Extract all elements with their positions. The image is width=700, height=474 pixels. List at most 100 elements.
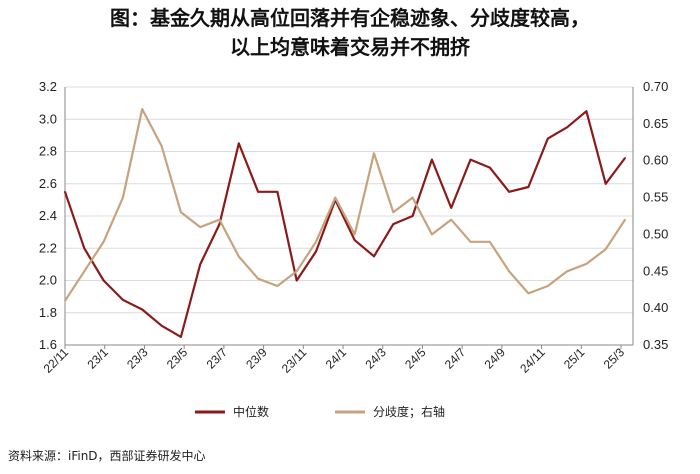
data-point	[469, 158, 472, 161]
legend-label: 中位数	[233, 404, 269, 419]
x-tick-label: 24/3	[362, 345, 389, 372]
x-tick-label: 24/11	[517, 345, 548, 376]
data-point	[180, 211, 182, 214]
series-lines	[63, 107, 626, 338]
left-y-tick-label: 2.8	[39, 144, 57, 159]
data-point	[237, 142, 240, 145]
right-y-tick-label: 0.35	[643, 337, 668, 352]
data-point	[450, 207, 453, 209]
data-point	[180, 336, 182, 338]
data-point	[527, 292, 530, 295]
data-point	[431, 233, 433, 236]
x-tick-label: 23/9	[243, 345, 270, 372]
data-point	[122, 196, 124, 199]
data-point	[199, 226, 202, 229]
data-point	[276, 285, 279, 287]
data-point	[488, 166, 491, 169]
right-y-axis-ticks: 0.35 0.40 0.45 0.50 0.55 0.60 0.65 0.70	[643, 79, 668, 352]
data-point	[624, 218, 626, 221]
data-point	[122, 299, 124, 301]
data-point	[160, 324, 163, 327]
left-y-tick-label: 3.2	[39, 79, 57, 94]
data-point	[488, 240, 491, 243]
right-y-tick-label: 0.40	[643, 300, 668, 315]
data-point	[64, 299, 66, 302]
x-axis-ticks: 22/11 23/1 23/3 23/5 23/7 23/9 23/11 24/1 24/3 24…	[41, 345, 628, 376]
data-point	[199, 263, 202, 266]
data-point	[295, 279, 298, 282]
series-line-1	[63, 110, 626, 338]
data-point	[218, 223, 221, 226]
right-y-tick-label: 0.45	[643, 263, 668, 278]
right-y-tick-label: 0.50	[643, 226, 668, 241]
x-tick-label: 23/1	[84, 345, 111, 372]
x-tick-label: 24/1	[323, 345, 350, 372]
x-tick-label: 24/9	[482, 345, 509, 372]
x-tick-label: 23/3	[124, 345, 151, 372]
left-y-axis-ticks: 1.6 1.8 2.0 2.2 2.4 2.6 2.8 3.0 3.2	[39, 79, 57, 352]
data-point	[566, 270, 568, 273]
data-point	[411, 215, 414, 217]
source-note: 资料来源：iFinD，西部证券研发中心	[8, 449, 206, 463]
left-y-tick-label: 2.2	[39, 240, 57, 255]
data-point	[353, 233, 356, 236]
data-point	[160, 145, 163, 147]
legend: 中位数 分歧度；右轴	[195, 404, 445, 419]
data-point	[450, 218, 453, 221]
data-point	[373, 152, 375, 155]
data-point	[102, 240, 105, 243]
data-point	[392, 223, 395, 226]
right-y-tick-label: 0.60	[643, 153, 668, 168]
left-y-tick-label: 1.6	[39, 337, 57, 352]
data-point	[315, 250, 317, 253]
right-y-tick-label: 0.55	[643, 190, 668, 205]
x-tick-label: 23/5	[164, 345, 191, 372]
data-point	[604, 248, 607, 251]
legend-label: 分歧度；右轴	[373, 404, 445, 419]
left-y-tick-label: 2.0	[39, 273, 57, 288]
data-point	[141, 308, 144, 311]
chart-title-line-2: 以上均意味着交易并不拥挤	[230, 35, 470, 59]
x-tick-label: 25/1	[561, 345, 588, 372]
data-point	[257, 277, 259, 280]
data-point	[141, 108, 144, 110]
data-point	[276, 190, 279, 193]
right-y-tick-label: 0.65	[643, 116, 668, 131]
data-point	[83, 247, 86, 250]
data-point	[334, 196, 337, 199]
data-point	[83, 270, 86, 273]
x-tick-label: 23/11	[279, 345, 310, 376]
data-point	[469, 240, 472, 243]
data-point	[64, 190, 66, 193]
x-tick-label: 23/7	[204, 345, 231, 372]
data-point	[604, 182, 607, 185]
data-point	[546, 137, 549, 140]
chart-title: 图：基金久期从高位回落并有企稳迹象、分歧度较高， 以上均意味着交易并不拥挤	[0, 4, 700, 62]
x-tick-label: 24/5	[402, 345, 429, 372]
series-line-2	[64, 107, 626, 302]
data-point	[218, 218, 221, 221]
data-point	[315, 240, 317, 243]
left-y-tick-label: 2.4	[39, 208, 57, 223]
grid-lines	[65, 86, 633, 346]
data-point	[585, 110, 588, 113]
data-point	[411, 196, 414, 199]
data-point	[508, 190, 510, 193]
data-point	[508, 270, 510, 273]
data-point	[624, 157, 626, 159]
right-y-tick-label: 0.70	[643, 79, 668, 94]
x-tick-label: 25/3	[601, 345, 628, 372]
data-point	[585, 263, 588, 265]
left-y-tick-label: 1.8	[39, 305, 57, 320]
data-point	[527, 186, 530, 188]
data-point	[295, 270, 298, 273]
chart-title-line-1: 图：基金久期从高位回落并有企稳迹象、分歧度较高，	[110, 6, 590, 30]
axes	[64, 87, 634, 346]
data-point	[392, 211, 395, 214]
data-point	[237, 255, 240, 258]
x-tick-label: 24/7	[442, 345, 469, 372]
left-y-tick-label: 3.0	[39, 111, 57, 126]
left-y-tick-label: 2.6	[39, 176, 57, 191]
data-point	[353, 239, 356, 242]
